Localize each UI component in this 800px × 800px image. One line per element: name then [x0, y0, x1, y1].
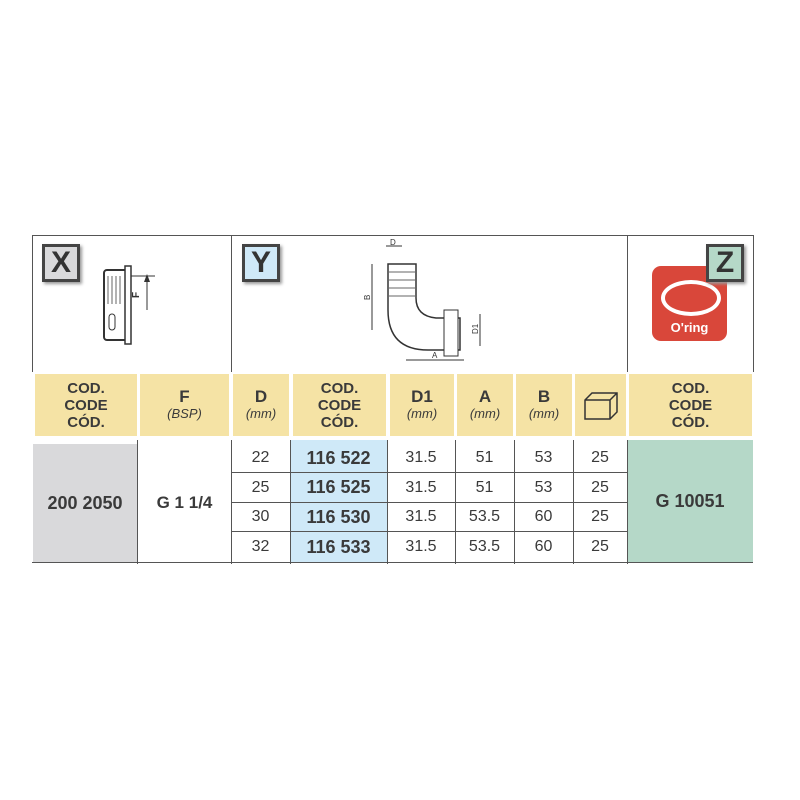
table-cell-code: 116 533 — [306, 536, 371, 557]
table-cell-a: 53.5 — [468, 538, 501, 555]
table-cell-qty: 25 — [573, 474, 627, 503]
table-cell-d1: 31.5 — [387, 503, 455, 532]
section-z-badge: Z — [706, 244, 744, 282]
table-cell-d: 32 — [251, 538, 270, 555]
elbow-fitting-drawing: D B A D1 — [363, 238, 481, 361]
svg-text:D: D — [390, 238, 396, 247]
table-cell-d: 25 — [231, 474, 290, 503]
dimension-f-label: F — [131, 292, 142, 298]
header-f: F (BSP) — [140, 374, 229, 436]
table-cell-qty: 25 — [573, 444, 627, 473]
svg-text:A: A — [432, 351, 438, 360]
table-cell-qty: 25 — [591, 538, 609, 555]
bottom-border — [32, 562, 753, 563]
header-z-code: COD. CODE CÓD. — [629, 374, 752, 436]
header-b: B (mm) — [516, 374, 572, 436]
table-cell-qty: 25 — [573, 503, 627, 532]
table-cell-code: 116 522 — [290, 444, 387, 473]
header-y-code: COD. CODE CÓD. — [293, 374, 386, 436]
box-icon — [583, 392, 618, 420]
svg-text:D1: D1 — [471, 323, 480, 334]
end-cap-drawing: F — [103, 265, 155, 345]
table-cell-d1: 31.5 — [387, 474, 455, 503]
divider — [627, 235, 628, 372]
header-x-code: COD. CODE CÓD. — [35, 374, 137, 436]
f-value-cell: G 1 1/4 — [156, 493, 213, 512]
table-cell-b: 60 — [514, 503, 573, 532]
table-cell-a: 53.5 — [455, 503, 514, 532]
section-x-badge: X — [42, 244, 80, 282]
table-cell-a: 51 — [455, 444, 514, 473]
table-cell-d: 30 — [231, 503, 290, 532]
table-cell-b: 53 — [514, 474, 573, 503]
divider — [753, 235, 754, 372]
table-cell-d1: 31.5 — [387, 444, 455, 473]
svg-text:B: B — [363, 295, 372, 300]
table-cell-d: 22 — [231, 444, 290, 473]
table-cell-b: 53 — [514, 444, 573, 473]
divider — [231, 235, 232, 372]
header-d1: D1 (mm) — [390, 374, 454, 436]
table-cell-code: 116 530 — [290, 503, 387, 532]
top-border — [32, 235, 753, 236]
header-d: D (mm) — [233, 374, 289, 436]
x-code-cell: 200 2050 — [33, 444, 137, 562]
header-box — [575, 374, 626, 436]
oring-label: O'ring — [670, 320, 709, 335]
header-a: A (mm) — [457, 374, 513, 436]
table-cell-a: 51 — [455, 474, 514, 503]
divider — [32, 235, 33, 372]
table-cell-code: 116 525 — [290, 474, 387, 503]
section-y-badge: Y — [242, 244, 280, 282]
table-cell-b: 60 — [534, 538, 553, 555]
y-code-column — [290, 440, 387, 562]
table-cell-d1: 31.5 — [405, 538, 437, 555]
z-code-cell: G 10051 — [627, 440, 753, 562]
